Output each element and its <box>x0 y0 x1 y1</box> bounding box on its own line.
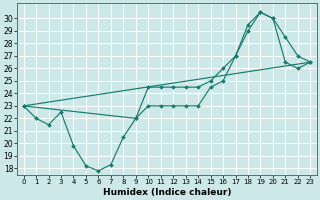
X-axis label: Humidex (Indice chaleur): Humidex (Indice chaleur) <box>103 188 231 197</box>
